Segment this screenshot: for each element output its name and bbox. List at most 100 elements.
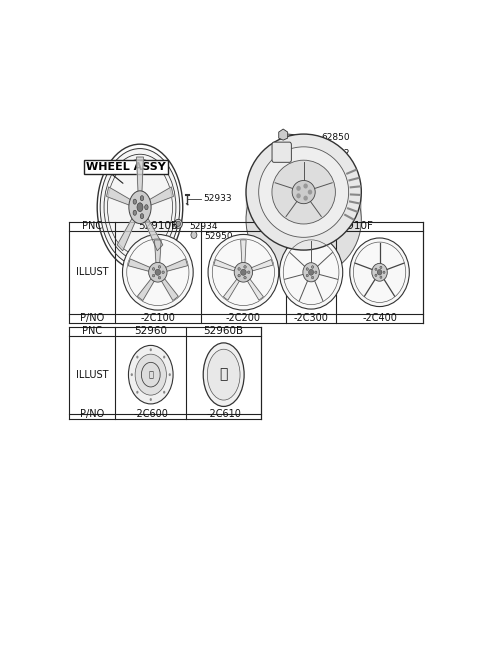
Ellipse shape (100, 149, 180, 266)
Ellipse shape (155, 269, 161, 275)
Text: 62850: 62850 (322, 132, 350, 141)
Text: -2C300: -2C300 (294, 313, 328, 323)
Text: 52910F: 52910F (335, 221, 373, 231)
Polygon shape (117, 217, 136, 251)
Ellipse shape (234, 263, 252, 282)
Ellipse shape (152, 268, 155, 271)
Ellipse shape (163, 391, 165, 394)
Ellipse shape (207, 349, 240, 400)
Ellipse shape (380, 266, 382, 269)
Text: WHEEL ASSY: WHEEL ASSY (86, 162, 166, 172)
Ellipse shape (140, 214, 144, 219)
Ellipse shape (375, 274, 377, 276)
Ellipse shape (168, 373, 171, 376)
Ellipse shape (306, 274, 308, 277)
Ellipse shape (133, 199, 136, 204)
Ellipse shape (136, 391, 138, 394)
Ellipse shape (122, 234, 193, 310)
Ellipse shape (150, 348, 152, 351)
Ellipse shape (372, 263, 387, 281)
Polygon shape (161, 278, 178, 301)
Ellipse shape (296, 186, 301, 191)
Ellipse shape (208, 234, 279, 310)
Ellipse shape (135, 354, 167, 395)
Text: 62852: 62852 (322, 149, 350, 159)
Text: -2C100: -2C100 (140, 313, 175, 323)
Ellipse shape (312, 276, 313, 279)
Ellipse shape (303, 196, 308, 200)
Polygon shape (137, 157, 144, 194)
Ellipse shape (137, 203, 143, 212)
Ellipse shape (246, 162, 361, 278)
Text: ILLUST: ILLUST (76, 369, 108, 380)
Ellipse shape (306, 268, 308, 271)
Text: 52934: 52934 (190, 223, 218, 231)
Ellipse shape (163, 356, 165, 358)
Ellipse shape (303, 263, 319, 282)
Ellipse shape (279, 235, 343, 309)
Text: -2C610: -2C610 (206, 409, 241, 419)
Ellipse shape (383, 271, 385, 274)
Ellipse shape (158, 276, 161, 279)
Ellipse shape (380, 276, 382, 278)
Ellipse shape (158, 265, 161, 268)
Ellipse shape (259, 147, 348, 237)
Ellipse shape (315, 271, 317, 274)
Ellipse shape (296, 193, 301, 198)
Polygon shape (107, 187, 132, 206)
Text: 52910B: 52910B (138, 221, 178, 231)
Ellipse shape (309, 269, 313, 275)
Ellipse shape (244, 276, 246, 279)
Ellipse shape (162, 271, 164, 274)
Polygon shape (165, 259, 188, 271)
Polygon shape (247, 278, 264, 300)
Ellipse shape (150, 398, 152, 401)
Polygon shape (144, 217, 163, 251)
Text: P/NO: P/NO (80, 313, 105, 323)
Ellipse shape (350, 238, 409, 307)
Text: P/NO: P/NO (80, 409, 105, 419)
Ellipse shape (240, 269, 246, 275)
Ellipse shape (238, 274, 240, 277)
Ellipse shape (377, 269, 382, 275)
Ellipse shape (312, 266, 313, 269)
Text: Ⓗ: Ⓗ (148, 370, 153, 379)
Polygon shape (223, 278, 240, 300)
Text: 52950: 52950 (204, 233, 233, 242)
Polygon shape (251, 259, 273, 271)
Text: ILLUST: ILLUST (76, 267, 108, 277)
Ellipse shape (375, 268, 377, 271)
Ellipse shape (248, 271, 250, 274)
Ellipse shape (303, 183, 308, 189)
Polygon shape (148, 187, 173, 206)
Ellipse shape (152, 274, 155, 277)
Ellipse shape (191, 231, 197, 238)
Ellipse shape (174, 219, 182, 229)
Polygon shape (155, 240, 161, 263)
Ellipse shape (246, 134, 361, 250)
Ellipse shape (136, 356, 138, 358)
Ellipse shape (129, 345, 173, 404)
Polygon shape (137, 278, 155, 301)
Ellipse shape (292, 181, 315, 204)
Ellipse shape (131, 373, 133, 376)
Text: PNC: PNC (82, 326, 102, 336)
Text: 52933: 52933 (203, 194, 232, 203)
Ellipse shape (129, 191, 151, 223)
Text: PNC: PNC (82, 221, 102, 231)
Ellipse shape (140, 196, 144, 200)
Text: Ⓗ: Ⓗ (219, 367, 228, 382)
Text: -2C200: -2C200 (226, 313, 261, 323)
Polygon shape (214, 259, 236, 271)
Ellipse shape (149, 263, 167, 282)
Polygon shape (128, 259, 151, 271)
Text: -2C400: -2C400 (362, 313, 397, 323)
FancyBboxPatch shape (272, 142, 291, 162)
Ellipse shape (176, 221, 180, 227)
Ellipse shape (272, 160, 336, 224)
Ellipse shape (238, 268, 240, 271)
Text: 52960B: 52960B (204, 326, 244, 336)
Ellipse shape (244, 265, 246, 268)
Ellipse shape (203, 343, 244, 406)
Polygon shape (240, 240, 246, 263)
